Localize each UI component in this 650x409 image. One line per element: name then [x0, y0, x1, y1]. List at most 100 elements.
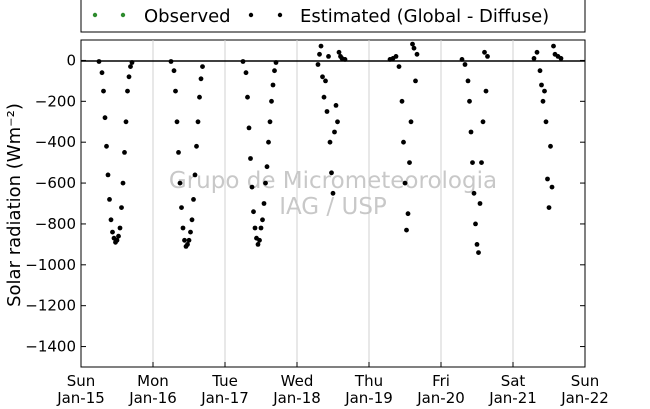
estimated-point — [101, 88, 106, 94]
estimated-point — [407, 160, 412, 166]
legend-label-estimated: Estimated (Global - Diffuse) — [300, 6, 549, 27]
estimated-point — [120, 180, 126, 186]
x-tick-label-date: Jan-22 — [560, 389, 609, 407]
estimated-point — [551, 43, 556, 49]
x-tick-label-date: Jan-17 — [200, 389, 249, 407]
estimated-point — [260, 217, 265, 223]
estimated-point — [114, 237, 120, 243]
x-axis-ticks: SunJan-15MonJan-16TueJan-17WedJan-18ThuJ… — [56, 362, 609, 407]
x-tick-label-date: Jan-19 — [344, 389, 393, 407]
y-tick-label: −1400 — [25, 338, 76, 356]
estimated-point — [476, 250, 481, 256]
y-tick-label: −200 — [35, 92, 76, 110]
x-tick-label-date: Jan-20 — [416, 389, 465, 407]
estimated-point — [326, 54, 331, 59]
estimated-point — [540, 98, 546, 104]
estimated-point — [545, 176, 550, 182]
estimated-point — [267, 119, 273, 125]
estimated-point — [479, 160, 484, 166]
estimated-point — [263, 180, 268, 186]
estimated-point — [321, 94, 327, 100]
estimated-point — [179, 205, 184, 211]
estimated-point — [245, 94, 250, 100]
estimated-point — [402, 180, 408, 186]
estimated-point — [251, 209, 256, 215]
estimated-point — [477, 201, 483, 206]
estimated-point — [191, 197, 196, 202]
estimated-point — [266, 139, 271, 145]
estimated-point — [195, 119, 201, 125]
y-tick-label: −1000 — [25, 256, 76, 274]
y-tick-label: 0 — [66, 51, 76, 69]
estimated-point — [200, 64, 205, 69]
estimated-point — [335, 119, 340, 125]
x-tick-label-day: Tue — [211, 372, 238, 390]
legend-label-observed: Observed — [144, 6, 231, 27]
estimated-point — [96, 59, 102, 64]
estimated-point — [264, 164, 270, 170]
y-axis-ticks: 0 −200 −400 −600 −800 −1000 −1200 −1400 — [25, 51, 585, 356]
estimated-point — [273, 60, 279, 65]
estimated-point — [414, 51, 420, 57]
estimated-point — [257, 237, 262, 243]
estimated-point — [471, 190, 477, 196]
estimated-point — [261, 201, 267, 206]
estimated-point — [333, 103, 339, 108]
x-tick-label-day: Sun — [571, 372, 600, 390]
estimated-point — [558, 56, 564, 61]
estimated-point — [174, 119, 180, 125]
estimated-point — [194, 143, 199, 149]
estimated-point — [467, 98, 472, 104]
estimated-point — [198, 76, 204, 82]
estimated-point — [534, 49, 540, 55]
estimated-point — [332, 129, 337, 135]
estimated-point — [462, 62, 468, 67]
estimated-point — [482, 49, 487, 55]
estimated-point — [318, 43, 324, 49]
estimated-point — [102, 115, 108, 121]
y-tick-label: −400 — [35, 133, 76, 151]
x-tick-label-day: Sat — [501, 372, 526, 390]
estimated-point — [107, 197, 112, 202]
estimated-point — [399, 98, 405, 104]
estimated-point — [246, 125, 252, 131]
estimated-point — [405, 211, 411, 217]
estimated-point — [465, 78, 471, 84]
estimated-point — [180, 225, 186, 231]
estimated-point — [315, 62, 321, 67]
x-tick-label-date: Jan-15 — [56, 389, 105, 407]
estimated-point — [249, 184, 255, 190]
vertical-gridlines — [152, 40, 514, 367]
legend-marker-observed — [120, 12, 126, 18]
data-points — [96, 41, 564, 256]
estimated-point — [473, 221, 478, 227]
x-tick-label-day: Sun — [67, 372, 96, 390]
estimated-point — [539, 82, 544, 88]
x-tick-label-date: Jan-21 — [488, 389, 537, 407]
legend-marker-estimated — [248, 12, 254, 18]
estimated-point — [177, 180, 183, 186]
estimated-point — [252, 225, 258, 231]
estimated-point — [272, 68, 277, 74]
watermark-line-2: IAG / USP — [279, 194, 387, 220]
estimated-point — [542, 88, 547, 94]
y-axis-label: Solar radiation (Wm⁻²) — [4, 103, 25, 307]
estimated-point — [248, 156, 253, 161]
estimated-point — [110, 229, 115, 235]
estimated-point — [468, 129, 474, 135]
x-tick-label-day: Wed — [281, 372, 314, 390]
y-tick-label: −600 — [35, 174, 76, 192]
estimated-point — [413, 78, 418, 84]
estimated-point — [549, 184, 555, 190]
estimated-point — [336, 49, 342, 55]
estimated-point — [99, 70, 105, 76]
estimated-point — [396, 64, 402, 69]
x-tick-label-day: Mon — [137, 372, 169, 390]
estimated-point — [329, 170, 334, 176]
legend-box — [80, 0, 586, 33]
estimated-point — [188, 229, 193, 235]
estimated-point — [543, 119, 549, 125]
legend: Observed Estimated (Global - Diffuse) — [80, 0, 586, 33]
estimated-point — [269, 98, 274, 104]
